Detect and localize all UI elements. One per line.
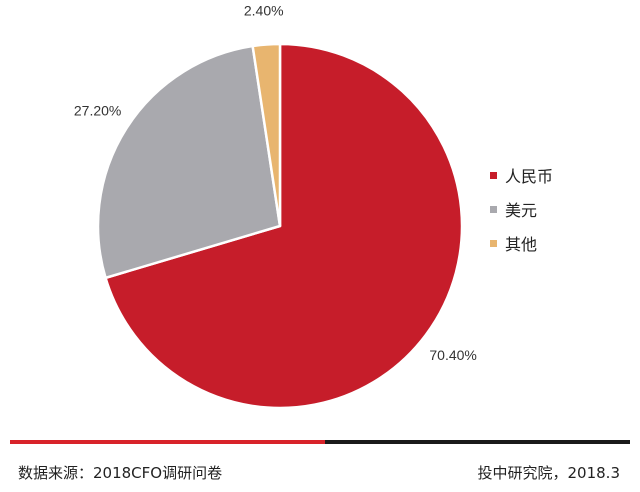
pie-chart: 70.40% 27.20% 2.40%: [74, 3, 477, 410]
legend: 人民币 美元 其他: [490, 158, 553, 260]
legend-swatch-other: [490, 239, 497, 247]
slice-label-usd: 27.20%: [74, 102, 121, 118]
slice-rmb: [104, 42, 464, 410]
legend-item-usd: 美元: [490, 192, 553, 226]
footer-rule-black: [325, 440, 630, 444]
legend-label-usd: 美元: [505, 201, 538, 220]
data-source: 数据来源：2018CFO调研问卷: [18, 464, 223, 482]
slice-other: [251, 42, 282, 228]
slice-label-rmb: 70.40%: [429, 347, 476, 363]
slice-usd: [96, 44, 282, 280]
legend-label-other: 其他: [505, 235, 538, 254]
pie-slices: [96, 42, 464, 410]
slice-label-other: 2.40%: [244, 3, 284, 19]
legend-label-rmb: 人民币: [505, 167, 554, 186]
legend-item-rmb: 人民币: [490, 158, 553, 192]
footer-rule-red: [10, 440, 325, 444]
legend-item-other: 其他: [490, 226, 553, 260]
publisher-credit: 投中研究院，2018.3: [477, 464, 621, 482]
legend-swatch-rmb: [490, 171, 497, 179]
legend-swatch-usd: [490, 205, 497, 213]
pie-labels: 70.40% 27.20% 2.40%: [74, 3, 477, 364]
